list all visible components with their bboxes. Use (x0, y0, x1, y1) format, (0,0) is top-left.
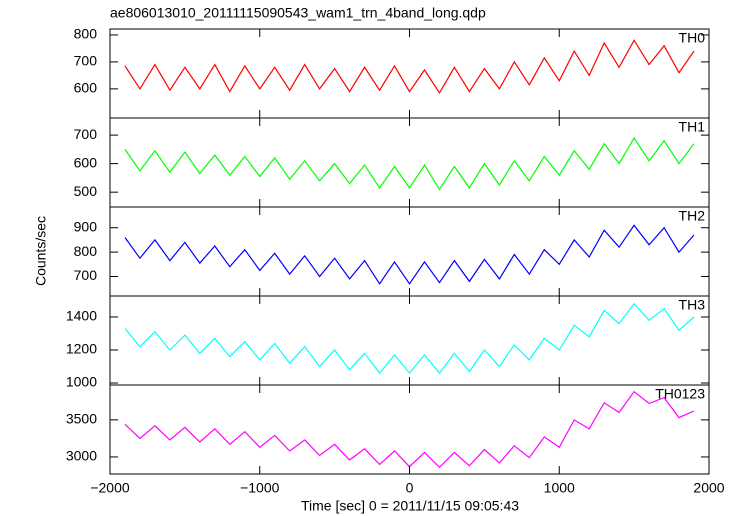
x-tick-label: 2000 (693, 480, 724, 496)
series-line (124, 39, 695, 95)
y-tick-label: 1000 (66, 374, 97, 390)
y-tick-label: 500 (74, 183, 98, 199)
y-tick-label: 700 (74, 267, 98, 283)
y-tick-label: 800 (74, 243, 98, 259)
series-label: TH0123 (655, 386, 705, 402)
panel-frame (109, 384, 710, 475)
y-tick-label: 600 (74, 154, 98, 170)
y-tick-label: 1200 (66, 341, 97, 357)
panel-frame (109, 206, 710, 297)
y-tick-label: 700 (74, 53, 98, 69)
y-tick-label: 1400 (66, 308, 97, 324)
panel-frame (109, 295, 710, 386)
y-tick-label: 800 (74, 26, 98, 42)
series-line (124, 302, 695, 375)
panel-frame (109, 28, 710, 119)
y-tick-label: 600 (74, 80, 98, 96)
series-line (124, 224, 695, 285)
chart-title: ae806013010_20111115090543_wam1_trn_4ban… (110, 5, 486, 21)
y-tick-label: 3500 (66, 411, 97, 427)
y-tick-label: 3000 (66, 448, 97, 464)
y-tick-label: 900 (74, 218, 98, 234)
y-tick-label: 700 (74, 126, 98, 142)
series-label: TH2 (679, 208, 706, 224)
series-line (124, 136, 695, 191)
series-line (124, 390, 695, 469)
series-label: TH0 (679, 30, 706, 46)
x-axis-label: Time [sec] 0 = 2011/11/15 09:05:43 (301, 498, 519, 514)
x-tick-label: 0 (406, 480, 414, 496)
x-tick-label: −1000 (240, 480, 280, 496)
series-label: TH3 (679, 297, 706, 313)
series-label: TH1 (679, 119, 706, 135)
y-axis-label: Counts/sec (33, 216, 49, 286)
x-tick-label: 1000 (544, 480, 575, 496)
x-tick-label: −2000 (90, 480, 130, 496)
